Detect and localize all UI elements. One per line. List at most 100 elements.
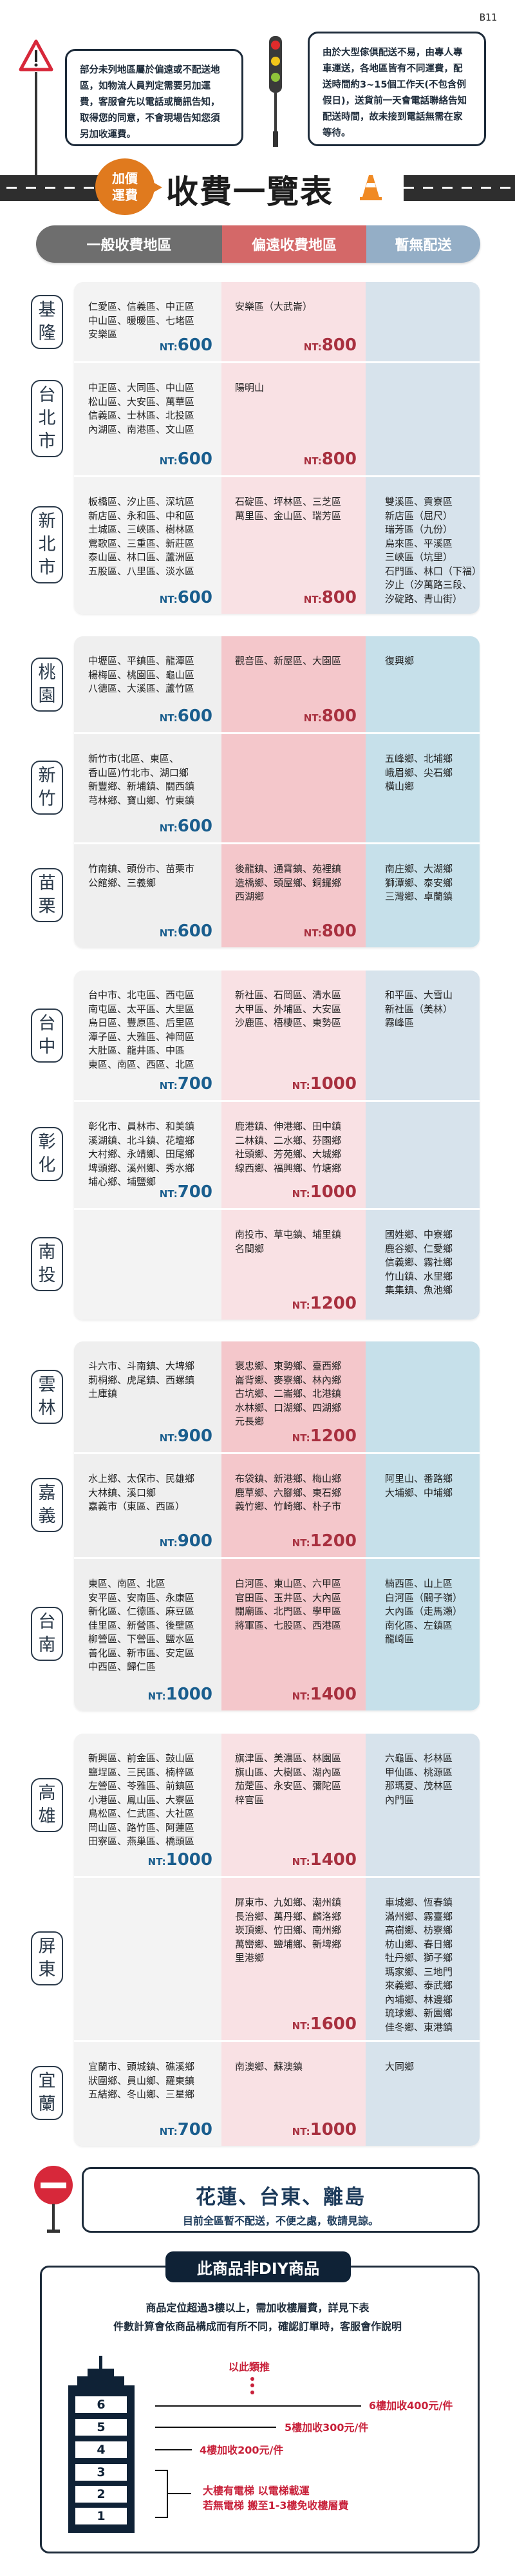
price-value: 1400 bbox=[310, 1685, 357, 1704]
price-tag: NT:600 bbox=[160, 817, 212, 837]
district-line: 小港區、鳳山區、大寮區 bbox=[88, 1794, 195, 1806]
price-value: 900 bbox=[177, 1531, 212, 1551]
price-prefix: NT: bbox=[159, 1432, 178, 1444]
district-line: 大同鄉 bbox=[385, 2061, 415, 2072]
district-line: 內埔鄉、林邊鄉 bbox=[385, 1993, 453, 2005]
district-line: 汐碇路、青山街） bbox=[385, 592, 463, 605]
table-row: 水上鄉、太保市、民雄鄉 大林鎮、溪口鄉 嘉義市（東區、西區） NT:900 布袋鎮、新港… bbox=[74, 1452, 480, 1557]
region-label: 桃園 bbox=[31, 657, 63, 712]
district-line: 古坑鄉、二崙鄉、北港鎮 bbox=[235, 1388, 342, 1399]
district-line: 內門區 bbox=[385, 1794, 415, 1806]
district-line: 狀圍鄉、員山鄉、羅東鎮 bbox=[88, 2074, 195, 2087]
district-line: 莿桐鄉、虎尾鎮、西螺鎮 bbox=[88, 1374, 195, 1386]
district-line: 陽明山 bbox=[235, 382, 265, 393]
district-line: 白河區（關子嶺） bbox=[385, 1591, 463, 1604]
tab-remote-area[interactable]: 偏遠收費地區 bbox=[222, 225, 366, 263]
district-line: 大甲區、外埔區、大安區 bbox=[235, 1003, 342, 1015]
region-label: 高雄 bbox=[31, 1777, 63, 1832]
district-line: 安平區、安南區、永康區 bbox=[88, 1591, 195, 1604]
price-prefix: NT: bbox=[303, 594, 322, 605]
price-prefix: NT: bbox=[147, 1856, 166, 1868]
table-row: 新興區、前金區、鼓山區 鹽埕區、三民區、楠梓區 左營區、苓雅區、前鎮區 小港區、鳳山區… bbox=[74, 1734, 480, 1876]
region-group: 台中市、北屯區、西屯區 南屯區、太平區、大里區 烏日區、豐原區、后里區 潭子區、大雅區… bbox=[74, 971, 480, 1320]
district-line: 仁愛區、信義區、中正區 bbox=[88, 301, 195, 312]
district-line: 三峽區（坑里） bbox=[385, 551, 453, 563]
price-value: 1000 bbox=[310, 2120, 357, 2139]
district-line: 溪湖鎮、北斗鎮、花壇鄉 bbox=[88, 1134, 195, 1146]
region-group: 中壢區、平鎮區、龍潭區 楊梅區、桃園區、龜山區 八德區、大溪區、蘆竹區 NT:600 觀… bbox=[74, 636, 480, 947]
no-delivery-notice: 花蓮、台東、離島 目前全區暫不配送，不便之處，敬請見諒。 bbox=[82, 2167, 480, 2233]
remote-area-cell: 後龍鎮、通霄鎮、苑裡鎮 造橋鄉、頭屋鄉、銅鑼鄉 西湖鄉 NT:800 bbox=[221, 844, 366, 947]
district-line: 芎林鄉、寶山鄉、竹東鎮 bbox=[88, 794, 195, 806]
price-tag: NT:700 bbox=[160, 1075, 212, 1095]
remote-area-cell: 布袋鎮、新港鄉、梅山鄉 鹿草鄉、六腳鄉、東石鄉 義竹鄉、竹崎鄉、朴子市 NT:1200 bbox=[221, 1454, 366, 1557]
district-line: 田寮區、燕巢區、橋頭區 bbox=[88, 1835, 195, 1847]
district-line: 枋山鄉、春日鄉 bbox=[385, 1938, 453, 1950]
price-value: 1000 bbox=[310, 1182, 357, 1202]
district-line: 埔心鄉、埔鹽鄉 bbox=[88, 1176, 156, 1188]
road-left bbox=[0, 175, 103, 201]
district-line: 新店區、永和區、中和區 bbox=[88, 509, 195, 522]
floor-2: 2 bbox=[75, 2486, 127, 2503]
district-line: 鶯歌區、三重區、新莊區 bbox=[88, 537, 195, 549]
district-line: 南投市、草屯鎮、埔里鎮 bbox=[235, 1229, 342, 1240]
district-line: 關廟區、北門區、學甲區 bbox=[235, 1605, 342, 1617]
district-line: 造橋鄉、頭屋鄉、銅鑼鄉 bbox=[235, 876, 342, 889]
district-line: 信義區、士林區、北投區 bbox=[88, 410, 195, 421]
district-line: 善化區、新市區、安定區 bbox=[88, 1647, 195, 1659]
district-line: 大村鄉、永靖鄉、田尾鄉 bbox=[88, 1148, 195, 1160]
traffic-light-icon bbox=[269, 36, 282, 147]
no-delivery-cell: 楠西區、山上區 白河區（關子嶺） 大內區（走馬瀨） 南化區、左鎮區 龍崎區 bbox=[366, 1559, 480, 1710]
district-line: 五結鄉、冬山鄉、三星鄉 bbox=[88, 2088, 195, 2100]
floor-3: 3 bbox=[75, 2464, 127, 2481]
district-line: 烏來區、平溪區 bbox=[385, 537, 453, 549]
district-line: 佳里區、新營區、後壁區 bbox=[88, 1619, 195, 1631]
general-area-cell: 仁愛區、信義區、中正區 中山區、暖暖區、七堵區 安樂區 NT:600 bbox=[74, 282, 221, 361]
district-line: 香山區)竹北市、湖口鄉 bbox=[88, 766, 189, 779]
region-label: 彰化 bbox=[31, 1127, 63, 1181]
general-area-cell: 水上鄉、太保市、民雄鄉 大林鎮、溪口鄉 嘉義市（東區、西區） NT:900 bbox=[74, 1454, 221, 1557]
general-area-cell bbox=[74, 1878, 221, 2040]
district-line: 新社區、石岡區、清水區 bbox=[235, 989, 342, 1001]
district-line: 南庄鄉、大湖鄉 bbox=[385, 863, 453, 875]
region-label: 新北市 bbox=[31, 506, 63, 583]
tab-general-area[interactable]: 一般收費地區 bbox=[36, 225, 222, 263]
price-tag: NT:800 bbox=[304, 450, 357, 470]
price-value: 1000 bbox=[165, 1685, 212, 1704]
general-area-cell: 彰化市、員林市、和美鎮 溪湖鎮、北斗鎮、花壇鄉 大村鄉、永靖鄉、田尾鄉 埤頭鄉、溪州鄉… bbox=[74, 1102, 221, 1208]
floor-6-line bbox=[155, 2405, 361, 2407]
district-line: 水上鄉、太保市、民雄鄉 bbox=[88, 1473, 195, 1484]
district-line: 楠西區、山上區 bbox=[385, 1578, 453, 1589]
district-line: 埤頭鄉、溪州鄉、秀水鄉 bbox=[88, 1162, 195, 1174]
price-tag: NT:1000 bbox=[292, 1183, 357, 1203]
price-tag: NT:600 bbox=[160, 922, 212, 942]
district-line: 屏東市、九如鄉、潮州鎮 bbox=[235, 1897, 342, 1908]
table-row: 彰化市、員林市、和美鎮 溪湖鎮、北斗鎮、花壇鄉 大村鄉、永靖鄉、田尾鄉 埤頭鄉、溪州鄉… bbox=[74, 1100, 480, 1208]
district-line: 雙溪區、貢寮區 bbox=[385, 496, 453, 507]
district-line: 茄萣區、永安區、彌陀區 bbox=[235, 1780, 342, 1792]
price-tag: NT:1000 bbox=[148, 1685, 212, 1705]
no-delivery-cell: 阿里山、番路鄉 大埔鄉、中埔鄉 bbox=[366, 1454, 480, 1557]
tab-no-delivery[interactable]: 暫無配送 bbox=[366, 225, 480, 263]
floor-5-line bbox=[155, 2427, 276, 2428]
district-line: 五股區、八里區、淡水區 bbox=[88, 565, 195, 577]
price-value: 600 bbox=[177, 922, 212, 941]
no-delivery-cell: 六龜區、杉林區 甲仙區、桃源區 那瑪夏、茂林區 內門區 bbox=[366, 1734, 480, 1876]
district-line: 中山區、暖暖區、七堵區 bbox=[88, 314, 195, 327]
district-line: 義竹鄉、竹崎鄉、朴子市 bbox=[235, 1501, 342, 1512]
district-line: 那瑪夏、茂林區 bbox=[385, 1780, 453, 1792]
badge-line2: 運費 bbox=[112, 187, 138, 203]
district-line: 竹山鎮、水里鄉 bbox=[385, 1270, 453, 1282]
district-line: 瑞芳區（九份） bbox=[385, 524, 453, 535]
notice-delivery-time: 由於大型傢俱配送不易，由專人專車運送，各地區皆有不同運費，配送時間約3~15個工… bbox=[308, 32, 486, 146]
district-line: 嘉義市（東區、西區） bbox=[88, 1501, 185, 1512]
district-line: 新豐鄉、新埔鎮、關西鎮 bbox=[88, 781, 195, 792]
price-prefix: NT: bbox=[292, 1690, 310, 1702]
price-tag: NT:1600 bbox=[292, 2015, 357, 2035]
district-line: 大林鎮、溪口鄉 bbox=[88, 1486, 156, 1499]
price-prefix: NT: bbox=[159, 341, 178, 353]
district-line: 霧峰區 bbox=[385, 1017, 415, 1028]
district-line: 橫山鄉 bbox=[385, 781, 415, 792]
remote-area-cell: 褒忠鄉、東勢鄉、臺西鄉 崙背鄉、麥寮鄉、林內鄉 古坑鄉、二崙鄉、北港鎮 水林鄉、口湖鄉… bbox=[221, 1341, 366, 1452]
price-prefix: NT: bbox=[292, 1537, 310, 1549]
